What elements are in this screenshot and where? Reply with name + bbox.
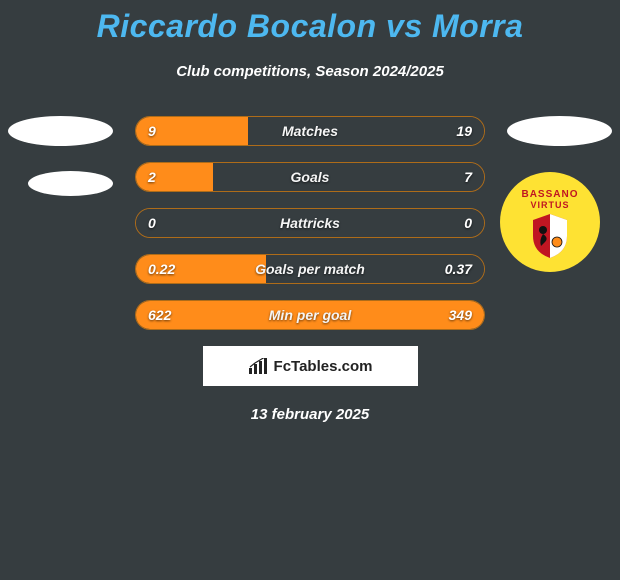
chart-icon: [248, 358, 268, 374]
stat-value-left: 9: [148, 123, 156, 139]
stat-value-left: 0.22: [148, 261, 175, 277]
chart-area: BASSANO VIRTUS 9 Matches 19 2 Goals 7 0 Hattric…: [0, 116, 620, 423]
stat-label: Min per goal: [269, 307, 351, 323]
stat-label: Goals per match: [255, 261, 365, 277]
stat-row: 9 Matches 19: [135, 116, 485, 146]
stat-row: 0 Hattricks 0: [135, 208, 485, 238]
stat-row: 2 Goals 7: [135, 162, 485, 192]
stat-row: 622 Min per goal 349: [135, 300, 485, 330]
footer-attribution: FcTables.com: [203, 346, 418, 386]
infographic-root: Riccardo Bocalon vs Morra Club competiti…: [0, 0, 620, 423]
stat-label: Hattricks: [280, 215, 340, 231]
stat-value-right: 0.37: [445, 261, 472, 277]
footer-label: FcTables.com: [274, 358, 373, 375]
badge-text-mid: VIRTUS: [530, 200, 569, 210]
stat-bars: 9 Matches 19 2 Goals 7 0 Hattricks 0 0.22 Goals pe…: [135, 116, 485, 330]
stat-value-left: 622: [148, 307, 171, 323]
player-left-club: [28, 171, 113, 196]
badge-shield-icon: [529, 212, 571, 260]
player-right-avatar: [507, 116, 612, 146]
stat-value-left: 2: [148, 169, 156, 185]
player-right-club-badge: BASSANO VIRTUS: [500, 172, 600, 272]
player-left-avatar: [8, 116, 113, 146]
stat-value-right: 19: [456, 123, 472, 139]
stat-label: Goals: [291, 169, 330, 185]
stat-value-right: 349: [449, 307, 472, 323]
stat-value-right: 7: [464, 169, 472, 185]
date-label: 13 february 2025: [0, 406, 620, 423]
stat-label: Matches: [282, 123, 338, 139]
subtitle: Club competitions, Season 2024/2025: [0, 63, 620, 80]
badge-text-top: BASSANO: [521, 189, 578, 200]
stat-value-right: 0: [464, 215, 472, 231]
page-title: Riccardo Bocalon vs Morra: [0, 8, 620, 45]
stat-value-left: 0: [148, 215, 156, 231]
stat-row: 0.22 Goals per match 0.37: [135, 254, 485, 284]
